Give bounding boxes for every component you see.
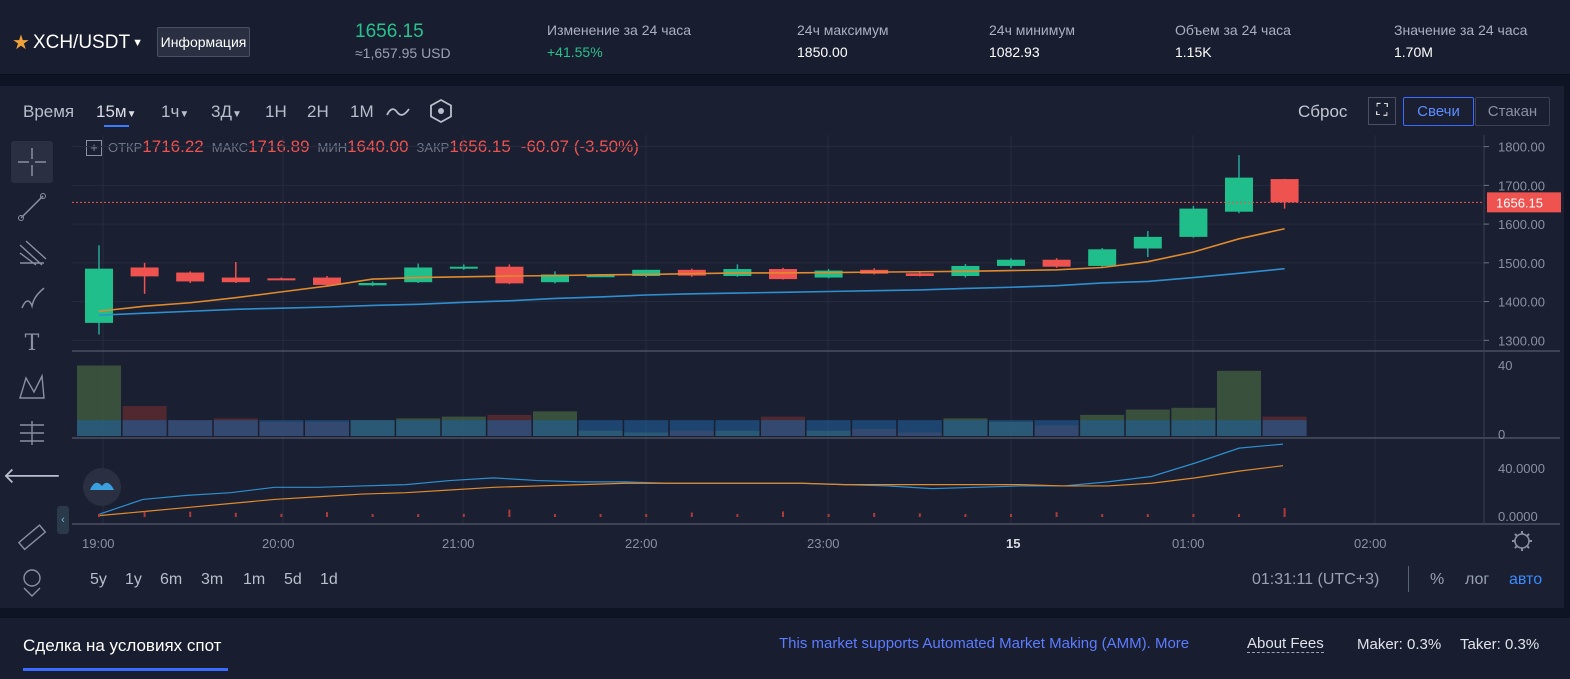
- stat-change-24h: Изменение за 24 часа +41.55%: [547, 22, 691, 60]
- active-interval-indicator: [104, 125, 129, 127]
- active-tab-indicator: [23, 668, 228, 671]
- taker-fee: Taker: 0.3%: [1460, 636, 1540, 653]
- stat-value: 1.15K: [1175, 44, 1212, 60]
- stat-low-24h: 24ч минимум 1082.93: [989, 22, 1075, 60]
- chevron-left-icon: ‹: [61, 514, 65, 526]
- log-scale-toggle[interactable]: лог: [1465, 571, 1490, 588]
- stat-value-24h: Значение за 24 часа 1.70M: [1394, 22, 1527, 60]
- pattern-tool[interactable]: [11, 367, 53, 409]
- magnet-icon: [23, 569, 41, 597]
- trendline-tool[interactable]: [11, 186, 53, 228]
- amm-notice-link[interactable]: This market supports Automated Market Ma…: [779, 635, 1190, 652]
- interval-2w[interactable]: 2Н: [307, 102, 329, 121]
- indicator-wave-icon[interactable]: [385, 103, 411, 121]
- interval-1w[interactable]: 1Н: [265, 102, 287, 121]
- pitchfork-tool[interactable]: [11, 232, 53, 274]
- crosshair-icon: [18, 148, 46, 176]
- last-price: 1656.15: [355, 21, 424, 42]
- pair-name: XCH/USDT: [32, 31, 131, 53]
- stat-label: 24ч максимум: [797, 22, 889, 38]
- info-button[interactable]: Информация: [157, 27, 250, 57]
- chevron-down-icon: ▼: [231, 109, 242, 120]
- chevron-down-icon: ▼: [179, 109, 190, 120]
- clock-timezone[interactable]: 01:31:11 (UTC+3): [1252, 571, 1380, 588]
- ohlc-legend: + ОТКР1716.22 МАКС1716.89 МИН1640.00 ЗАКР165…: [86, 137, 639, 157]
- interval-1h[interactable]: 1ч▼: [161, 102, 189, 122]
- market-header: [0, 0, 1570, 75]
- chevron-down-icon: ▼: [132, 36, 143, 49]
- chart-panel: [0, 86, 1564, 608]
- high-value: 1716.89: [248, 137, 310, 156]
- candles-view-button[interactable]: Свечи: [1403, 97, 1474, 126]
- stat-label: Изменение за 24 часа: [547, 22, 692, 38]
- measure-icon: [20, 421, 44, 445]
- interval-15m[interactable]: 15м▼: [96, 102, 137, 122]
- low-value: 1640.00: [347, 137, 409, 156]
- pitchfork-icon: [19, 240, 47, 266]
- orderbook-view-button[interactable]: Стакан: [1475, 97, 1550, 126]
- interval-3d[interactable]: 3Д▼: [211, 102, 242, 122]
- collapse-arrow-tool[interactable]: 🡐: [3, 455, 62, 497]
- reset-button[interactable]: Сброс: [1298, 102, 1348, 121]
- range-1y[interactable]: 1y: [125, 571, 142, 588]
- stat-value: 1082.93: [989, 44, 1040, 60]
- stat-value: 1.70M: [1394, 44, 1433, 60]
- arrow-left-icon: 🡐: [2, 463, 62, 488]
- range-5d[interactable]: 5d: [284, 571, 302, 588]
- trendline-icon: [18, 193, 46, 221]
- low-key: МИН: [317, 140, 348, 155]
- chevron-down-icon: ▼: [126, 109, 137, 120]
- range-1d[interactable]: 1d: [320, 571, 338, 588]
- close-key: ЗАКР: [416, 140, 450, 155]
- about-fees-link[interactable]: About Fees: [1247, 635, 1324, 653]
- brush-tool[interactable]: [11, 277, 53, 319]
- close-value: 1656.15: [449, 137, 511, 156]
- percent-scale-toggle[interactable]: %: [1430, 571, 1445, 588]
- high-key: МАКС: [211, 140, 249, 155]
- measure-tool[interactable]: [11, 412, 53, 454]
- collapse-sidebar-handle[interactable]: ‹: [57, 506, 69, 534]
- range-5y[interactable]: 5y: [90, 571, 107, 588]
- text-icon: T: [24, 330, 40, 356]
- magnet-tool[interactable]: [11, 561, 53, 603]
- fullscreen-button[interactable]: ⛶: [1368, 97, 1396, 125]
- stat-label: Объем за 24 часа: [1175, 22, 1291, 38]
- range-3m[interactable]: 3m: [201, 571, 224, 588]
- stat-high-24h: 24ч максимум 1850.00: [797, 22, 889, 60]
- pattern-icon: [19, 373, 45, 399]
- range-1m[interactable]: 1m: [243, 571, 266, 588]
- brush-icon: [21, 287, 45, 309]
- trade-footer: [0, 618, 1570, 679]
- spot-trade-tab[interactable]: Сделка на условиях спот: [23, 636, 222, 655]
- change-value: -60.07 (-3.50%): [520, 137, 639, 156]
- expand-legend-icon[interactable]: +: [86, 139, 102, 156]
- settings-hexagon-icon[interactable]: [428, 98, 454, 124]
- auto-scale-toggle[interactable]: авто: [1509, 571, 1543, 588]
- interval-label: 3Д: [211, 102, 232, 121]
- interval-1m[interactable]: 1М: [350, 102, 374, 121]
- maker-fee: Maker: 0.3%: [1357, 636, 1442, 653]
- ruler-icon: [17, 524, 47, 551]
- divider: [1408, 566, 1409, 592]
- crosshair-tool[interactable]: [11, 141, 53, 183]
- pair-selector[interactable]: ★ XCH/USDT ▼: [12, 30, 143, 55]
- stat-label: 24ч минимум: [989, 22, 1076, 38]
- interval-label: 1ч: [161, 102, 180, 121]
- open-key: ОТКР: [108, 140, 143, 155]
- text-tool[interactable]: T: [11, 322, 53, 364]
- open-value: 1716.22: [142, 137, 204, 156]
- price-usd: ≈1,657.95 USD: [355, 45, 451, 61]
- stat-label: Значение за 24 часа: [1394, 22, 1528, 38]
- time-label[interactable]: Время: [23, 102, 75, 121]
- stat-value: +41.55%: [547, 44, 603, 60]
- stat-value: 1850.00: [797, 44, 848, 60]
- range-6m[interactable]: 6m: [160, 571, 183, 588]
- drawing-tools: T 🡐: [0, 135, 65, 607]
- ruler-tool[interactable]: [11, 517, 53, 559]
- favorite-star-icon[interactable]: ★: [12, 32, 30, 54]
- fullscreen-icon: ⛶: [1376, 102, 1388, 119]
- stat-volume-24h: Объем за 24 часа 1.15K: [1175, 22, 1291, 60]
- interval-label: 15м: [96, 102, 127, 121]
